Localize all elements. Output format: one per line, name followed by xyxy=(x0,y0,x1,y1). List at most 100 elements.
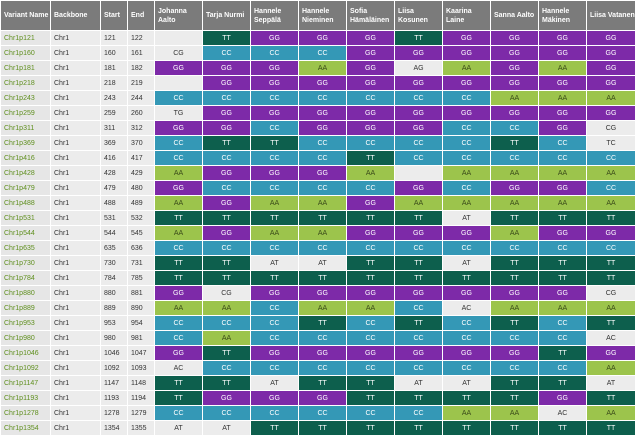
variant-name-link[interactable]: Chr1p1193 xyxy=(0,390,51,406)
column-header[interactable]: Backbone xyxy=(50,0,101,31)
genotype-cell: AA xyxy=(586,360,636,376)
variant-name-link[interactable]: Chr1p369 xyxy=(0,135,51,151)
genotype-cell: AT xyxy=(298,255,347,271)
genotype-cell: AC xyxy=(538,405,587,421)
variant-name-link[interactable]: Chr1p784 xyxy=(0,270,51,286)
genotype-cell: TT xyxy=(202,135,251,151)
end-cell: 1148 xyxy=(127,375,155,391)
genotype-cell: CC xyxy=(442,330,491,346)
variant-name-link[interactable]: Chr1p730 xyxy=(0,255,51,271)
variant-name-link[interactable]: Chr1p1354 xyxy=(0,420,51,436)
genotype-cell: CC xyxy=(442,90,491,106)
variant-name-link[interactable]: Chr1p479 xyxy=(0,180,51,196)
genotype-cell: CC xyxy=(298,150,347,166)
column-header[interactable]: Liisa Vatanen xyxy=(586,0,636,31)
start-cell: 181 xyxy=(100,60,128,76)
genotype-cell: TT xyxy=(346,375,395,391)
genotype-cell: AA xyxy=(442,195,491,211)
variant-name-link[interactable]: Chr1p416 xyxy=(0,150,51,166)
genotype-cell: CC xyxy=(346,330,395,346)
genotype-cell: GG xyxy=(298,165,347,181)
backbone-cell: Chr1 xyxy=(50,405,101,421)
genotype-cell: CC xyxy=(346,405,395,421)
variant-name-link[interactable]: Chr1p259 xyxy=(0,105,51,121)
end-cell: 489 xyxy=(127,195,155,211)
genotype-cell: GG xyxy=(586,105,636,121)
genotype-cell: GG xyxy=(394,105,443,121)
column-header[interactable]: Liisa Kosunen xyxy=(394,0,443,31)
genotype-cell: CC xyxy=(346,315,395,331)
column-header[interactable]: Hannele Mäkinen xyxy=(538,0,587,31)
genotype-cell: GG xyxy=(490,105,539,121)
genotype-cell: TT xyxy=(154,270,203,286)
genotype-cell: CC xyxy=(586,150,636,166)
genotype-cell: CC xyxy=(394,360,443,376)
genotype-cell: CC xyxy=(298,90,347,106)
variant-name-link[interactable]: Chr1p980 xyxy=(0,330,51,346)
variant-name-link[interactable]: Chr1p889 xyxy=(0,300,51,316)
start-cell: 121 xyxy=(100,30,128,46)
variant-name-link[interactable]: Chr1p1046 xyxy=(0,345,51,361)
genotype-cell: TT xyxy=(538,255,587,271)
genotype-cell: CC xyxy=(202,240,251,256)
genotype-cell: CC xyxy=(442,150,491,166)
backbone-cell: Chr1 xyxy=(50,330,101,346)
genotype-cell: CC xyxy=(154,90,203,106)
column-header[interactable]: Tarja Nurmi xyxy=(202,0,251,31)
genotype-cell: CC xyxy=(202,45,251,61)
column-header[interactable]: Start xyxy=(100,0,128,31)
variant-name-link[interactable]: Chr1p1278 xyxy=(0,405,51,421)
column-header[interactable]: Johanna Aalto xyxy=(154,0,203,31)
genotype-cell: CC xyxy=(298,360,347,376)
start-cell: 218 xyxy=(100,75,128,91)
genotype-cell: AG xyxy=(394,60,443,76)
variant-name-link[interactable]: Chr1p531 xyxy=(0,210,51,226)
column-header[interactable]: Hannele Nieminen xyxy=(298,0,347,31)
variant-name-link[interactable]: Chr1p1147 xyxy=(0,375,51,391)
genotype-cell: TT xyxy=(250,270,299,286)
variant-name-link[interactable]: Chr1p181 xyxy=(0,60,51,76)
genotype-cell: AA xyxy=(586,300,636,316)
genotype-cell: CC xyxy=(442,135,491,151)
start-cell: 479 xyxy=(100,180,128,196)
variant-name-link[interactable]: Chr1p121 xyxy=(0,30,51,46)
genotype-cell: CC xyxy=(538,240,587,256)
genotype-cell: CC xyxy=(490,120,539,136)
genotype-cell: CC xyxy=(250,45,299,61)
variant-name-link[interactable]: Chr1p160 xyxy=(0,45,51,61)
table-row: Chr1p544 Chr1 544 545 AA GG AA AA GG GG GG AA GG GG xyxy=(0,225,636,241)
variant-name-link[interactable]: Chr1p311 xyxy=(0,120,51,136)
variant-name-link[interactable]: Chr1p1092 xyxy=(0,360,51,376)
end-cell: 244 xyxy=(127,90,155,106)
genotype-cell: TT xyxy=(298,375,347,391)
variant-name-link[interactable]: Chr1p243 xyxy=(0,90,51,106)
column-header[interactable]: Variant Name xyxy=(0,0,51,31)
end-cell: 785 xyxy=(127,270,155,286)
column-header[interactable]: Sofia Hämäläinen xyxy=(346,0,395,31)
genotype-cell: GG xyxy=(490,285,539,301)
column-header[interactable]: End xyxy=(127,0,155,31)
variant-name-link[interactable]: Chr1p218 xyxy=(0,75,51,91)
column-header[interactable]: Kaarina Laine xyxy=(442,0,491,31)
variant-name-link[interactable]: Chr1p880 xyxy=(0,285,51,301)
genotype-cell: TT xyxy=(442,270,491,286)
column-header[interactable]: Sanna Aalto xyxy=(490,0,539,31)
start-cell: 311 xyxy=(100,120,128,136)
genotype-cell: AA xyxy=(442,165,491,181)
variant-name-link[interactable]: Chr1p544 xyxy=(0,225,51,241)
table-row: Chr1p953 Chr1 953 954 CC CC CC TT CC TT CC TT CC TT xyxy=(0,315,636,331)
genotype-cell xyxy=(394,165,443,181)
genotype-cell: CC xyxy=(298,135,347,151)
variant-name-link[interactable]: Chr1p953 xyxy=(0,315,51,331)
genotype-cell: TT xyxy=(202,375,251,391)
backbone-cell: Chr1 xyxy=(50,345,101,361)
variant-name-link[interactable]: Chr1p635 xyxy=(0,240,51,256)
end-cell: 122 xyxy=(127,30,155,46)
genotype-cell: AA xyxy=(538,195,587,211)
variant-name-link[interactable]: Chr1p428 xyxy=(0,165,51,181)
genotype-cell: GG xyxy=(586,60,636,76)
variant-name-link[interactable]: Chr1p488 xyxy=(0,195,51,211)
genotype-cell: GG xyxy=(154,345,203,361)
end-cell: 161 xyxy=(127,45,155,61)
column-header[interactable]: Hannele Seppälä xyxy=(250,0,299,31)
